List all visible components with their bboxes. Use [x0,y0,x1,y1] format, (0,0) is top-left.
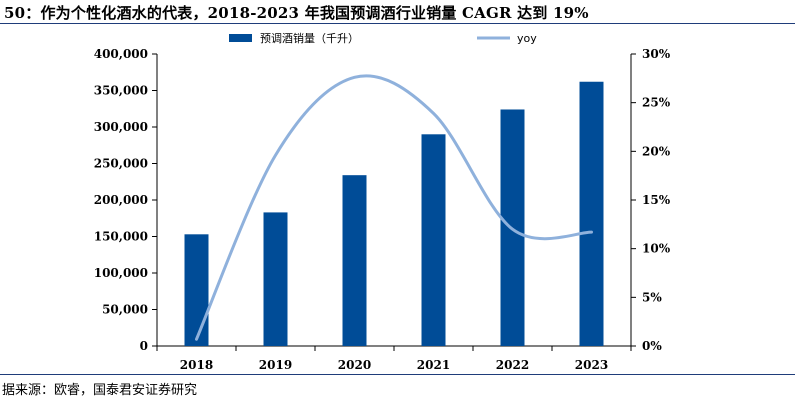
x-axis: 2018 2019 2020 2021 2022 2023 [156,345,632,372]
right-axis: 0% 5% 10% 15% 20% 25% 30% [630,47,671,353]
x-tick-label: 2020 [338,358,371,372]
bar [184,234,209,346]
right-tick-label: 0% [642,339,662,353]
left-tick-label: 150,000 [94,230,148,244]
right-tick-label: 25% [642,96,671,110]
title-rule [0,23,795,24]
bar [579,81,604,347]
right-tick-label: 20% [642,144,671,158]
source-note: 据来源：欧睿，国泰君安证券研究 [2,383,198,398]
x-tick-label: 2021 [417,358,450,372]
legend-label-bar: 预调酒销量（千升） [260,31,359,45]
chart-title: 50：作为个性化酒水的代表，2018-2023 年我国预调酒行业销量 CAGR … [4,4,589,22]
legend-label-line: yoy [517,32,537,45]
right-tick-label: 30% [642,47,671,61]
legend-swatch-bar [229,34,252,42]
bar-series [184,81,604,347]
source-rule [0,374,795,375]
left-tick-label: 200,000 [94,193,148,207]
yoy-line-series [195,74,593,341]
left-tick-label: 350,000 [94,84,148,98]
bar [342,175,367,346]
left-tick-label: 50,000 [102,303,148,317]
left-axis: 0 50,000 100,000 150,000 200,000 250,000 300,0… [94,47,158,353]
left-tick-label: 100,000 [94,266,148,280]
bar [263,212,288,346]
yoy-line [195,74,593,341]
right-tick-label: 10% [642,242,671,256]
x-tick-label: 2018 [180,358,213,372]
x-tick-label: 2019 [259,358,292,372]
left-tick-label: 300,000 [94,120,148,134]
x-tick-label: 2023 [575,358,608,372]
right-tick-label: 15% [642,193,671,207]
right-tick-label: 5% [642,290,662,304]
left-tick-label: 0 [140,339,148,353]
legend: 预调酒销量（千升） yoy [229,31,537,45]
left-tick-label: 250,000 [94,157,148,171]
left-tick-label: 400,000 [94,47,148,61]
bar [421,134,446,346]
x-tick-label: 2022 [496,358,529,372]
